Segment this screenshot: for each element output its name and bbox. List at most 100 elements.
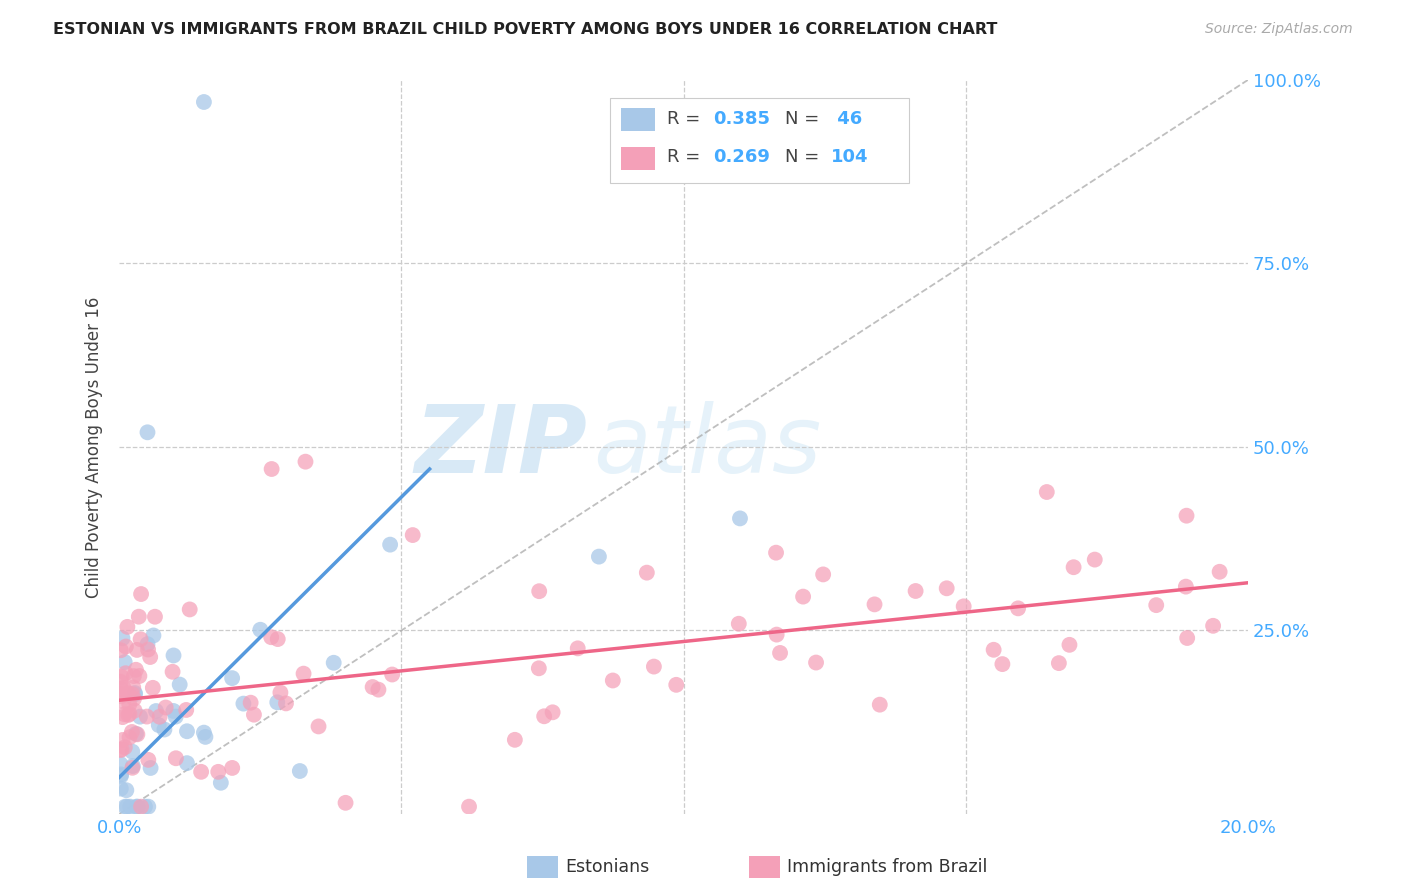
Point [983,642,1005,657]
Point [728,511,751,525]
Point [115,640,138,654]
Point [135,709,157,723]
Point [114,799,136,814]
Point [1047,656,1070,670]
Point [249,623,271,637]
Point [110,769,132,783]
Point [110,781,132,796]
Point [162,704,184,718]
Text: 104: 104 [831,148,869,166]
Point [139,650,162,665]
Point [121,759,143,773]
Point [209,776,232,790]
Point [288,764,311,778]
Point [110,742,132,756]
Y-axis label: Child Poverty Among Boys Under 16: Child Poverty Among Boys Under 16 [86,296,103,598]
Point [125,799,148,814]
Point [378,538,401,552]
Point [1174,580,1197,594]
Point [602,673,624,688]
Point [267,632,290,646]
Text: Immigrants from Brazil: Immigrants from Brazil [787,858,988,876]
Point [148,718,170,732]
Point [1208,565,1230,579]
Point [114,666,136,681]
Point [541,706,564,720]
Point [110,681,132,696]
Point [112,694,135,708]
Point [117,708,139,723]
Point [122,691,145,706]
Point [458,799,481,814]
Text: N =: N = [785,148,825,166]
Point [322,656,344,670]
Point [1059,638,1081,652]
Point [863,598,886,612]
Point [162,665,184,679]
Point [136,753,159,767]
Point [643,659,665,673]
Point [124,686,146,700]
Point [117,686,139,700]
Point [143,609,166,624]
Point [727,616,749,631]
Point [165,751,187,765]
Point [110,743,132,757]
Point [1202,619,1225,633]
Point [142,681,165,695]
Point [904,584,927,599]
Point [134,799,156,814]
Point [765,627,787,641]
Point [155,700,177,714]
Point [128,609,150,624]
Point [207,764,229,779]
Point [153,723,176,737]
Point [266,695,288,709]
Point [136,425,159,440]
Point [221,761,243,775]
Text: atlas: atlas [593,401,821,492]
Point [179,602,201,616]
Point [239,696,262,710]
Point [136,799,159,814]
Point [529,584,551,599]
Point [121,725,143,739]
Point [110,670,132,684]
Point [129,632,152,647]
Bar [621,147,655,170]
Point [115,799,138,814]
Point [110,690,132,704]
Point [243,707,266,722]
Point [139,761,162,775]
Point [117,620,139,634]
Point [527,661,550,675]
Point [127,727,149,741]
Point [804,656,827,670]
Point [124,704,146,718]
Point [111,632,134,646]
Point [110,757,132,772]
Text: ZIP: ZIP [415,401,588,493]
Text: 0.269: 0.269 [713,148,769,166]
Point [142,628,165,642]
Point [193,725,215,739]
Point [176,724,198,739]
Point [129,799,152,814]
Point [121,687,143,701]
Point [1063,560,1085,574]
Point [125,663,148,677]
Point [1007,601,1029,615]
Point [128,669,150,683]
Point [869,698,891,712]
Point [118,698,141,712]
Text: ESTONIAN VS IMMIGRANTS FROM BRAZIL CHILD POVERTY AMONG BOYS UNDER 16 CORRELATION: ESTONIAN VS IMMIGRANTS FROM BRAZIL CHILD… [53,22,998,37]
Point [1084,552,1107,566]
Point [361,680,384,694]
Point [118,706,141,721]
Point [111,733,134,747]
Point [110,674,132,689]
Point [111,710,134,724]
Point [118,731,141,745]
Point [145,704,167,718]
Point [129,587,152,601]
